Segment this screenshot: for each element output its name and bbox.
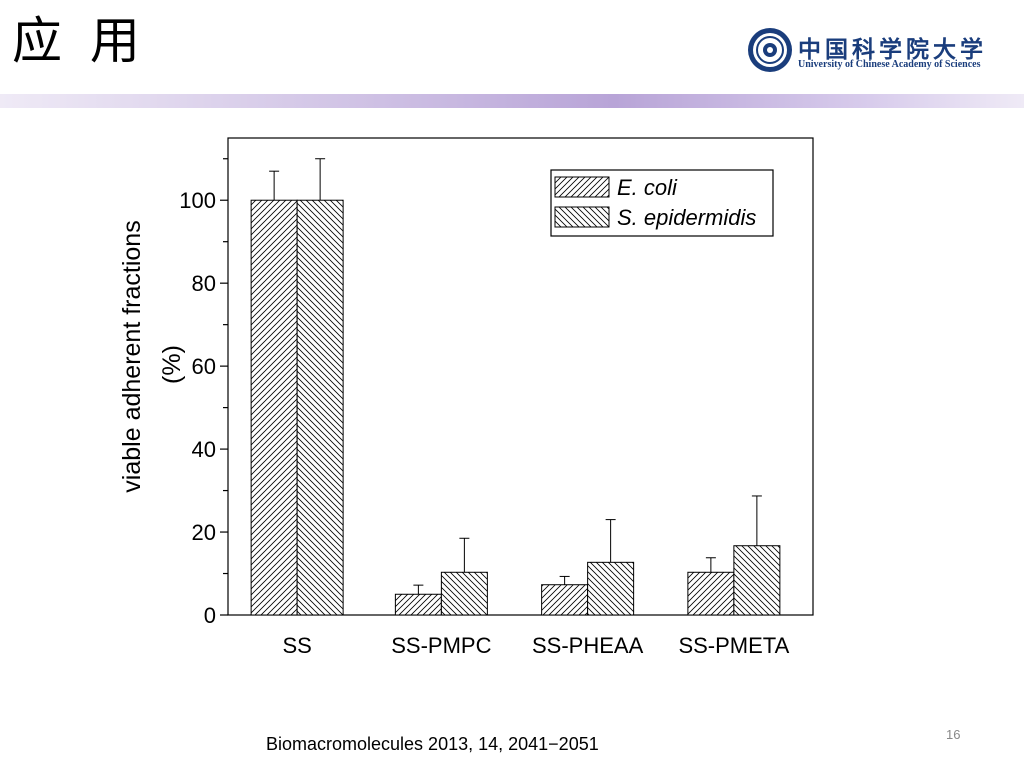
logo-name-en: University of Chinese Academy of Science… bbox=[798, 59, 981, 70]
bar-s-epidermidis bbox=[587, 561, 635, 616]
bar-e-coli bbox=[541, 584, 589, 616]
slide-title: 应 用 bbox=[12, 12, 146, 70]
y-axis-label: viable adherent fractions bbox=[118, 220, 146, 492]
legend-label: E. coli bbox=[617, 175, 678, 200]
y-tick-label: 0 bbox=[204, 603, 216, 628]
y-tick-label: 60 bbox=[192, 354, 216, 379]
y-tick-label: 100 bbox=[179, 188, 216, 213]
y-tick-label: 20 bbox=[192, 520, 216, 545]
y-tick-label: 80 bbox=[192, 271, 216, 296]
bar-e-coli bbox=[394, 593, 442, 616]
bar-chart: 0 20 40 60 80 100 viable adherent fractions (%)… bbox=[118, 137, 814, 658]
bar-s-epidermidis bbox=[296, 199, 344, 616]
page-number: 16 bbox=[946, 727, 961, 742]
emblem-icon bbox=[748, 28, 792, 72]
x-tick-label: SS-PHEAA bbox=[532, 633, 644, 658]
legend-swatch bbox=[554, 176, 610, 198]
legend-label: S. epidermidis bbox=[617, 205, 756, 230]
bar-e-coli bbox=[250, 199, 298, 616]
x-tick-label: SS bbox=[282, 633, 311, 658]
logo-name-cn: 中国科学院大学 bbox=[798, 36, 987, 63]
bar-s-epidermidis bbox=[440, 571, 488, 616]
x-tick-label: SS-PMETA bbox=[678, 633, 789, 658]
y-tick-label: 40 bbox=[192, 437, 216, 462]
y-axis-unit: (%) bbox=[158, 345, 186, 384]
header-band bbox=[0, 94, 1024, 108]
x-tick-label: SS-PMPC bbox=[391, 633, 491, 658]
bar-e-coli bbox=[687, 571, 735, 616]
citation: Biomacromolecules 2013, 14, 2041−2051 bbox=[266, 734, 599, 754]
legend-swatch bbox=[554, 206, 610, 228]
university-logo: 中国科学院大学 University of Chinese Academy of… bbox=[746, 26, 1006, 76]
bar-s-epidermidis bbox=[733, 545, 781, 616]
plot-frame bbox=[227, 137, 814, 616]
